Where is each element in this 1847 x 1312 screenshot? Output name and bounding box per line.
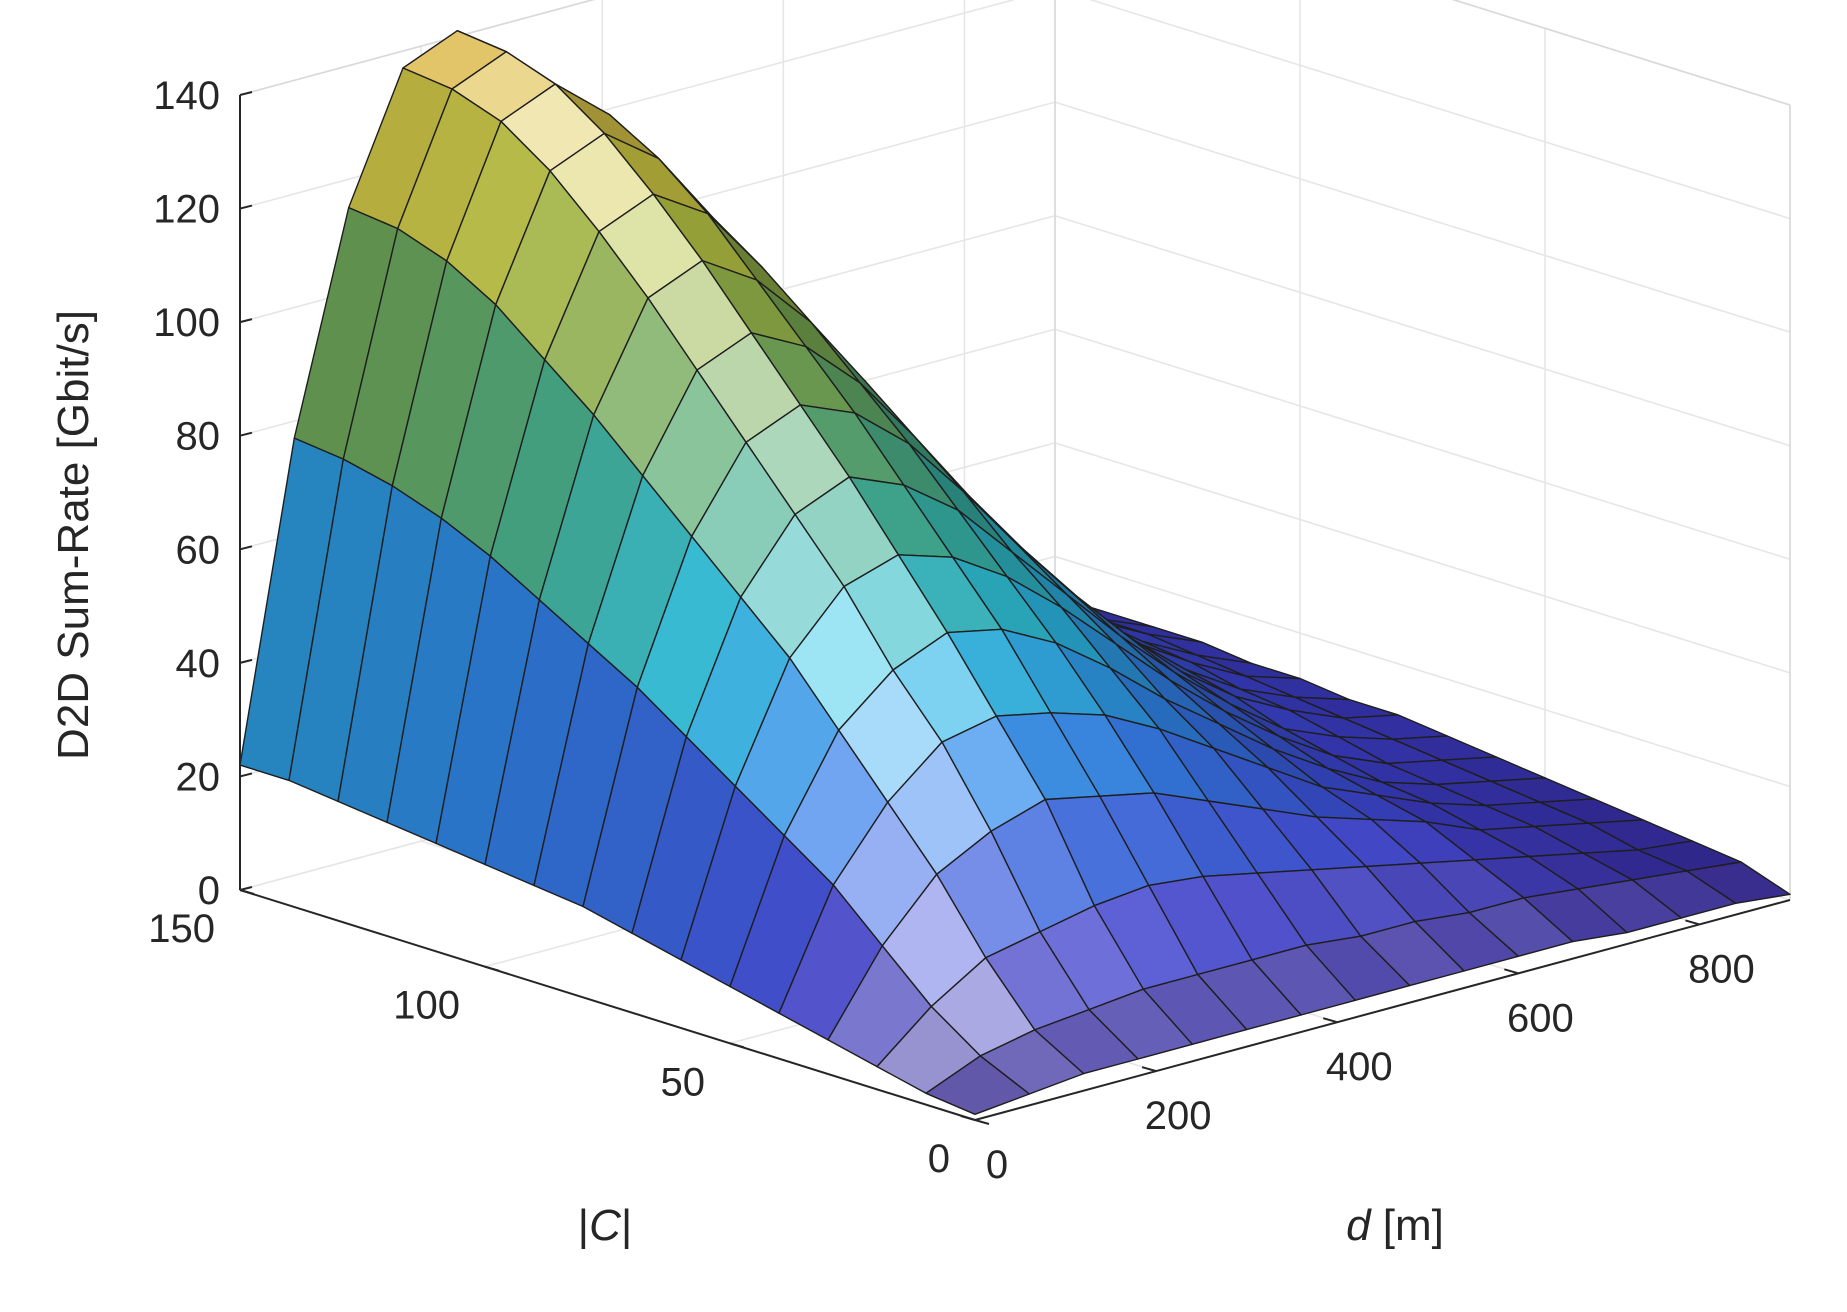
gridline-z-right (1451, 0, 1791, 106)
gridline-z-right (1054, 214, 1791, 447)
y-tick-label: 0 (928, 1137, 950, 1181)
x-tick-mark (1504, 968, 1519, 975)
y-tick-mark (974, 1119, 990, 1125)
gridline-z-back (239, 0, 596, 96)
gridline-z-right (1054, 442, 1791, 674)
z-tick-mark (239, 431, 253, 437)
x-tick-mark (960, 1115, 976, 1121)
y-axis-label: |C| (578, 1201, 633, 1250)
x-tick-mark (1322, 1017, 1338, 1024)
y-axis-label-bar-right: | (621, 1201, 632, 1250)
z-tick-mark (239, 91, 253, 96)
y-tick-mark (239, 889, 255, 895)
z-tick-label: 0 (198, 869, 220, 913)
gridline-z-right (1054, 101, 1791, 333)
y-axis-line (239, 889, 976, 1121)
y-tick-mark (729, 1042, 745, 1049)
x-tick-label: 800 (1688, 947, 1755, 991)
x-axis-line (974, 899, 1791, 1121)
gridline-z-right (1054, 328, 1791, 561)
z-tick-mark (239, 204, 253, 210)
x-tick-label: 200 (1145, 1094, 1212, 1138)
surface-patch (925, 1055, 1031, 1116)
z-tick-mark (239, 772, 253, 778)
y-tick-mark (484, 965, 500, 972)
z-tick-label: 100 (153, 301, 220, 345)
z-axis-label: D2D Sum-Rate [Gbit/s] (49, 310, 98, 760)
z-tick-label: 60 (176, 528, 221, 572)
y-axis-label-bar-left: | (578, 1201, 589, 1250)
z-tick-mark (239, 658, 253, 664)
z-tick-label: 120 (153, 188, 220, 232)
y-tick-label: 100 (393, 984, 460, 1028)
y-tick-label: 150 (148, 907, 215, 951)
gridline-z-right (1088, 0, 1791, 220)
x-tick-label: 0 (986, 1143, 1008, 1187)
gridline-z-right (1054, 555, 1791, 788)
x-axis-label-unit: [m] (1371, 1201, 1444, 1250)
labels-layer: D2D Sum-Rate [Gbit/s] |C| d [m] (49, 310, 1444, 1250)
z-tick-label: 140 (153, 74, 220, 118)
box-edge (239, 0, 596, 96)
z-tick-mark (239, 545, 253, 551)
z-tick-label: 40 (176, 642, 221, 686)
x-tick-label: 600 (1507, 996, 1574, 1040)
x-tick-label: 400 (1326, 1045, 1393, 1089)
z-tick-mark (239, 886, 253, 891)
z-tick-label: 20 (176, 755, 221, 799)
surface-layer (239, 30, 1791, 1116)
z-tick-mark (239, 318, 253, 324)
x-axis-label-symbol: d (1346, 1201, 1372, 1250)
z-tick-label: 80 (176, 415, 221, 459)
x-tick-mark (1141, 1066, 1157, 1073)
x-tick-mark (1685, 919, 1700, 926)
y-axis-label-symbol: C (589, 1201, 622, 1250)
x-axis-label: d [m] (1346, 1201, 1444, 1250)
y-tick-label: 50 (661, 1060, 706, 1104)
box-edge (1451, 0, 1791, 106)
